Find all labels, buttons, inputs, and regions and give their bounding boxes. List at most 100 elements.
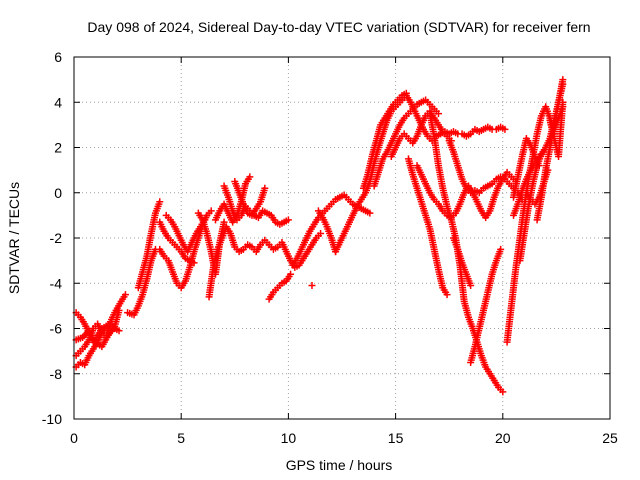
data-point-trace [227, 232, 238, 249]
data-point-trace [519, 177, 530, 192]
data-point-trace [303, 229, 313, 242]
data-point-trace [431, 248, 442, 271]
data-point-trace [474, 200, 484, 213]
data-point-trace [414, 164, 424, 176]
data-point-trace [135, 293, 146, 308]
data-point-trace [230, 209, 240, 222]
data-point-trace [233, 245, 241, 253]
data-point-trace [415, 99, 423, 107]
series-14 [265, 270, 295, 303]
data-point-trace [164, 214, 172, 222]
data-point-trace [510, 175, 521, 199]
data-point-trace [338, 192, 346, 200]
data-point-trace [454, 164, 465, 181]
data-point-trace [74, 334, 84, 343]
data-point-trace [432, 107, 440, 115]
series-7 [156, 218, 198, 267]
data-point-trace [283, 250, 293, 262]
data-point-trace [419, 97, 427, 105]
data-point-trace [497, 386, 505, 394]
data-point-trace [290, 257, 300, 267]
data-point-trace [221, 202, 231, 215]
data-point-trace [254, 243, 263, 253]
data-point-trace [516, 232, 528, 262]
data-point-trace [188, 258, 196, 266]
data-point-trace [446, 139, 457, 154]
data-point-trace [100, 323, 108, 331]
data-point-trace [555, 82, 566, 104]
data-point-trace [165, 259, 176, 274]
data-point-trace [152, 200, 163, 215]
series-13 [231, 177, 269, 219]
y-tick-label: -10 [42, 411, 62, 427]
data-point-trace [459, 261, 469, 276]
data-point-trace [435, 268, 446, 290]
data-point-trace [276, 282, 284, 290]
x-tick-label: 10 [281, 430, 297, 446]
data-point-trace [373, 123, 384, 142]
data-point-trace [508, 268, 519, 308]
data-point-trace [94, 340, 104, 349]
series-15 [289, 191, 374, 269]
data-point-trace [119, 293, 128, 303]
data-point-trace [243, 175, 252, 185]
data-point-trace [540, 168, 551, 185]
data-point-trace [469, 128, 477, 136]
data-point-trace [499, 174, 507, 182]
x-tick-labels: 0 5 10 15 20 25 [70, 430, 618, 446]
data-point-trace [106, 324, 117, 337]
data-point-trace [421, 128, 430, 138]
data-point-trace [235, 214, 243, 222]
data-point-trace [135, 270, 146, 290]
data-point-trace [409, 173, 420, 190]
data-point-trace [95, 327, 104, 337]
data-point-trace [196, 211, 205, 222]
data-point-trace [466, 184, 475, 194]
data-point-trace [536, 182, 547, 199]
data-point-trace [521, 205, 532, 235]
data-point-trace [172, 225, 182, 237]
data-point [308, 282, 316, 290]
data-point-trace [126, 309, 136, 318]
data-point-trace [402, 132, 410, 140]
data-point-trace [426, 227, 438, 251]
series-35 [546, 98, 567, 161]
data-point-trace [263, 239, 271, 247]
data-point-trace [470, 191, 480, 204]
data-point-trace [360, 173, 371, 190]
data-point-trace [465, 315, 476, 330]
data-point-trace [362, 180, 373, 194]
data-point-trace [297, 257, 306, 267]
data-point-trace [528, 162, 538, 172]
data-point-trace [213, 209, 223, 222]
data-point-trace [473, 188, 481, 196]
data-point-trace [86, 329, 98, 344]
data-point-trace [436, 123, 445, 133]
data-point-trace [537, 150, 545, 158]
data-point-trace [529, 164, 541, 185]
data-point-trace [510, 202, 521, 217]
data-point-trace [378, 116, 387, 127]
data-point-trace [392, 98, 400, 106]
data-point-trace [148, 248, 159, 262]
data-point-trace [479, 209, 488, 219]
data-point-trace [547, 119, 558, 140]
data-point-trace [181, 243, 190, 253]
data-point-trace [320, 216, 330, 228]
series-10 [205, 223, 325, 301]
data-point-trace [359, 191, 368, 201]
data-point-trace [503, 177, 511, 185]
data-point-trace [471, 327, 483, 348]
data-point-trace [203, 232, 215, 253]
data-point-trace [515, 189, 525, 206]
data-point-trace [432, 116, 441, 127]
data-point-trace [157, 248, 167, 258]
data-point-trace [452, 129, 460, 137]
data-point-trace [280, 278, 288, 286]
x-tick-label: 15 [388, 430, 404, 446]
data-point-trace [82, 322, 92, 335]
data-point-trace [261, 208, 269, 216]
data-point-trace [354, 198, 364, 208]
data-point-trace [185, 241, 195, 253]
